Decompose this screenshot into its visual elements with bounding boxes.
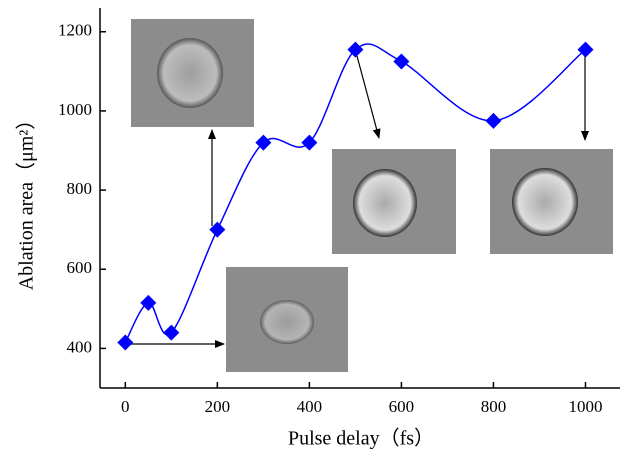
marker <box>117 334 134 351</box>
x-tick-label: 800 <box>481 397 507 416</box>
x-axis-label: Pulse delay（fs） <box>288 427 434 450</box>
x-tick-label: 200 <box>205 397 231 416</box>
y-tick-label: 1200 <box>58 21 92 40</box>
x-tick-label: 1000 <box>568 397 602 416</box>
insets <box>131 19 613 372</box>
arrow <box>356 55 381 139</box>
x-tick-label: 600 <box>389 397 415 416</box>
marker <box>347 41 364 58</box>
inset-spot <box>512 168 578 236</box>
marker <box>485 112 502 129</box>
x-tick-label: 400 <box>297 397 323 416</box>
y-tick-label: 800 <box>67 179 93 198</box>
marker <box>163 324 180 341</box>
inset-spot <box>353 169 417 237</box>
marker <box>577 41 594 58</box>
x-tick-label: 0 <box>121 397 130 416</box>
marker <box>301 134 318 151</box>
marker <box>209 221 226 238</box>
inset-spot <box>157 38 223 108</box>
marker <box>140 294 157 311</box>
inset-spot <box>260 300 314 344</box>
y-tick-label: 400 <box>67 337 93 356</box>
marker <box>393 53 410 70</box>
y-tick-label: 600 <box>67 258 93 277</box>
y-tick-label: 1000 <box>58 100 92 119</box>
marker <box>255 134 272 151</box>
y-axis-label: Ablation area（μm²） <box>15 110 38 291</box>
